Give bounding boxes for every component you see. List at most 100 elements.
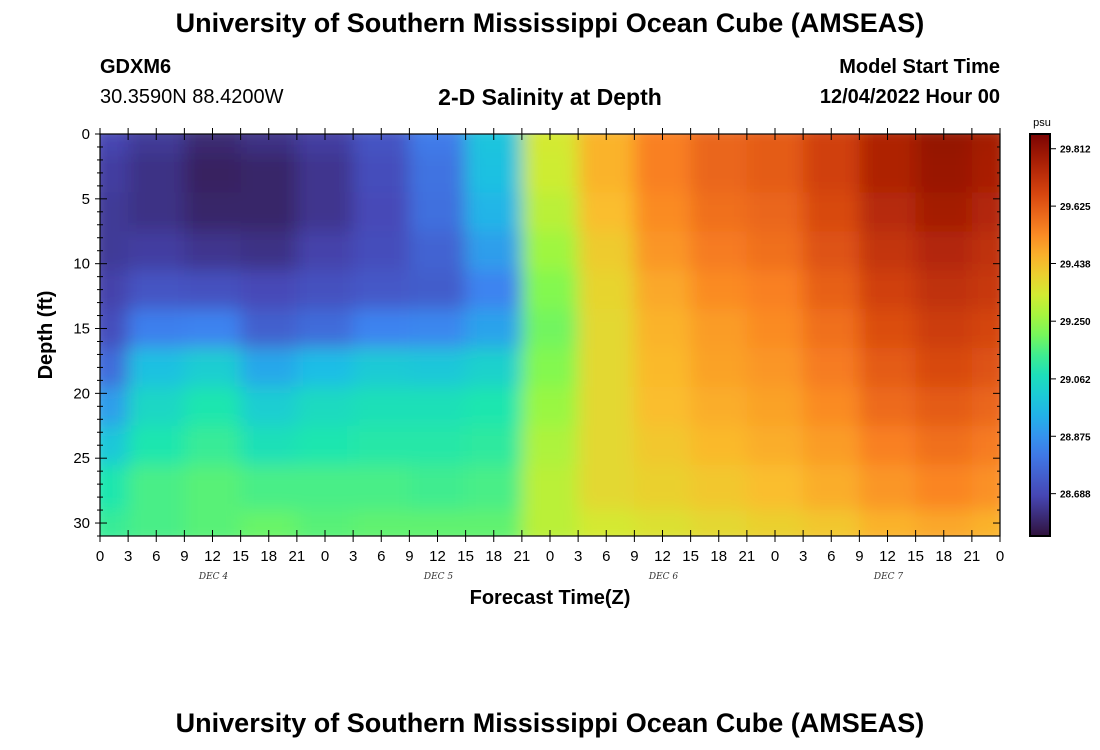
x-tick-label: 21 — [289, 548, 306, 565]
heatmap-cell — [690, 153, 748, 193]
heatmap-cell — [971, 309, 1000, 349]
heatmap-cell — [578, 386, 635, 427]
x-tick-label: 9 — [180, 548, 188, 565]
heatmap-cell — [690, 309, 748, 349]
colorbar-unit: psu — [1033, 117, 1051, 129]
y-tick-label: 20 — [73, 385, 90, 402]
x-tick-label: 12 — [879, 548, 896, 565]
x-tick-label: 12 — [204, 548, 221, 565]
heatmap-cell — [971, 153, 1000, 193]
x-tick-label: 6 — [827, 548, 835, 565]
colorbar-tick-label: 29.812 — [1060, 145, 1091, 156]
heatmap-cell — [465, 386, 523, 427]
heatmap-cell — [100, 231, 129, 271]
heatmap-cell — [915, 309, 973, 349]
heatmap-cell — [578, 153, 635, 193]
heatmap-cell — [915, 386, 973, 427]
heatmap-cell — [240, 347, 298, 388]
x-tick-label: 15 — [232, 548, 249, 565]
heatmap-cell — [184, 270, 242, 310]
heatmap-cell — [578, 347, 635, 388]
heatmap-cell — [915, 192, 973, 232]
heatmap-cell — [915, 425, 973, 466]
heatmap-cell — [690, 347, 748, 388]
heatmap-cell — [409, 192, 467, 232]
heatmap-cell — [746, 192, 804, 232]
heatmap-cell — [184, 510, 242, 536]
heatmap-cell — [690, 510, 748, 536]
heatmap-cell — [803, 425, 860, 466]
heatmap-cell — [465, 270, 523, 310]
x-tick-label: 9 — [405, 548, 413, 565]
colorbar-gradient — [1029, 133, 1051, 537]
day-label: DEC 7 — [873, 572, 904, 582]
heatmap-cell — [184, 192, 242, 232]
x-tick-label: 9 — [630, 548, 638, 565]
heatmap-cell — [859, 270, 917, 310]
heatmap-cell — [803, 510, 860, 536]
colorbar-tick-label: 28.875 — [1060, 432, 1091, 443]
heatmap-cell — [690, 231, 748, 271]
heatmap-cell — [915, 270, 973, 310]
heatmap-cell — [296, 347, 354, 388]
heatmap-cell — [128, 386, 185, 427]
heatmap-cell — [296, 192, 354, 232]
heatmap-cell — [100, 386, 129, 427]
colorbar-tick-label: 28.688 — [1060, 490, 1091, 501]
heatmap-cell — [353, 231, 410, 271]
heatmap-cell — [578, 309, 635, 349]
heatmap-cell — [971, 510, 1000, 536]
heatmap-cell — [578, 270, 635, 310]
x-tick-label: 18 — [935, 548, 952, 565]
heatmap-cell — [184, 347, 242, 388]
heatmap-cell — [353, 309, 410, 349]
heatmap-cell — [409, 510, 467, 536]
heatmap-cell — [521, 464, 579, 511]
y-axis-title: Depth (ft) — [35, 291, 57, 380]
heatmap-cell — [296, 134, 354, 155]
heatmap-cell — [971, 270, 1000, 310]
x-tick-label: 15 — [457, 548, 474, 565]
heatmap-cell — [240, 134, 298, 155]
x-tick-label: 9 — [855, 548, 863, 565]
heatmap-cell — [184, 425, 242, 466]
heatmap-cell — [521, 386, 579, 427]
x-tick-label: 0 — [771, 548, 779, 565]
heatmap-cell — [803, 231, 860, 271]
x-axis-title: Forecast Time(Z) — [470, 587, 631, 609]
heatmap-cell — [465, 192, 523, 232]
heatmap-cell — [240, 386, 298, 427]
heatmap-cell — [465, 309, 523, 349]
heatmap-cell — [240, 270, 298, 310]
heatmap-cell — [128, 192, 185, 232]
heatmap-cell — [465, 347, 523, 388]
heatmap-cell — [353, 386, 410, 427]
x-tick-label: 18 — [710, 548, 727, 565]
heatmap-cell — [803, 134, 860, 155]
x-tick-label: 0 — [321, 548, 329, 565]
heatmap-cell — [100, 153, 129, 193]
colorbar-tick-label: 29.062 — [1060, 375, 1091, 386]
x-axis: 0 3 6 9 12 15 18 21 0 3 6 9 12 15 18 21 0 3 6 9 12 15 18 21 0 3 6 9… — [96, 128, 1004, 582]
heatmap-cell — [521, 153, 579, 193]
station-coordinates: 30.3590N 88.4200W — [100, 86, 284, 108]
heatmap-cell — [634, 134, 692, 155]
heatmap-cell — [465, 153, 523, 193]
heatmap-cell — [634, 309, 692, 349]
heatmap-cell — [128, 464, 185, 511]
x-tick-label: 0 — [996, 548, 1004, 565]
y-tick-label: 0 — [82, 126, 90, 143]
heatmap-cell — [746, 309, 804, 349]
heatmap-cell — [746, 510, 804, 536]
heatmap-cell — [240, 231, 298, 271]
x-tick-label: 21 — [739, 548, 756, 565]
y-tick-label: 25 — [73, 450, 90, 467]
heatmap-cell — [296, 309, 354, 349]
heatmap-cell — [971, 347, 1000, 388]
x-tick-label: 0 — [96, 548, 104, 565]
heatmap-cell — [578, 464, 635, 511]
y-tick-label: 15 — [73, 321, 90, 338]
x-tick-label: 18 — [260, 548, 277, 565]
day-label: DEC 5 — [423, 572, 454, 582]
